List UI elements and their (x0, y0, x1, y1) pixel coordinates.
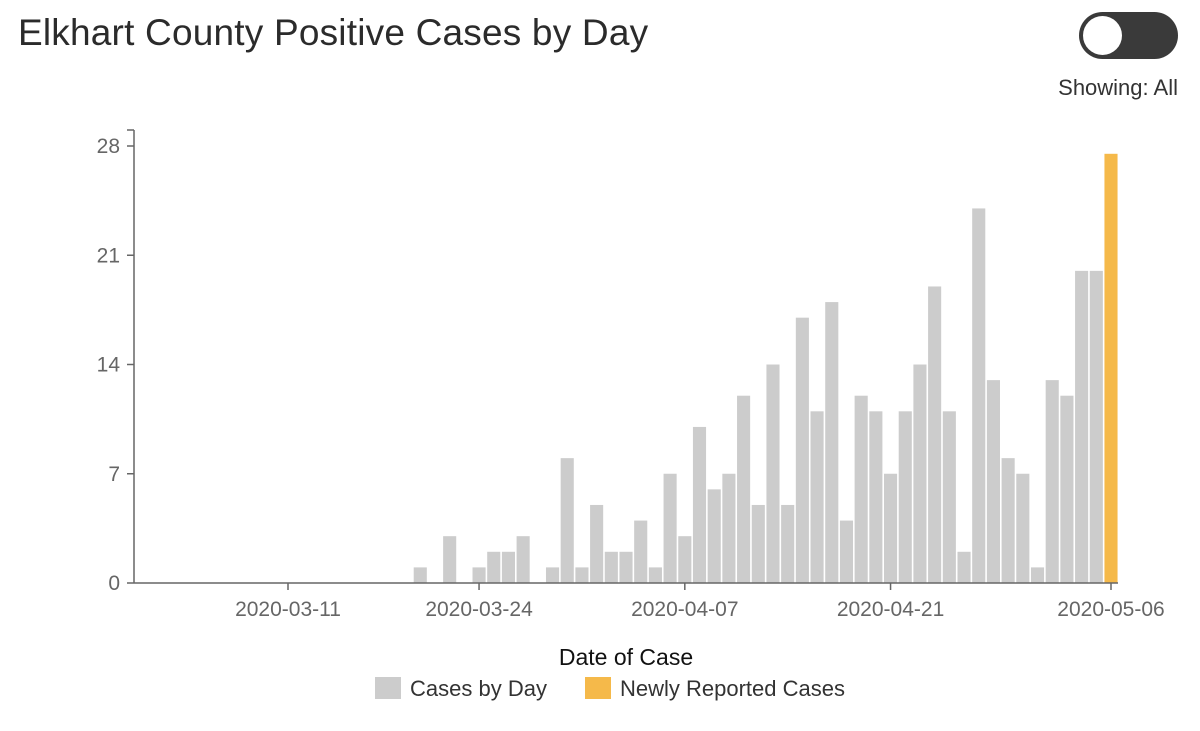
bar-cases-by-day (487, 551, 501, 583)
bar-cases-by-day (678, 536, 692, 583)
y-tick-label: 0 (108, 572, 120, 595)
x-tick-label: 2020-04-07 (631, 598, 738, 621)
bar-cases-by-day (634, 520, 648, 583)
bar-cases-by-day (854, 395, 868, 583)
bar-cases-by-day (928, 286, 942, 583)
bar-cases-by-day (722, 473, 736, 583)
bar-cases-by-day (648, 567, 662, 583)
page-title: Elkhart County Positive Cases by Day (18, 12, 649, 53)
y-tick-label: 14 (97, 354, 121, 377)
bar-cases-by-day (884, 473, 898, 583)
bar-cases-by-day (751, 504, 765, 583)
axes-group: 0 7 14 21 28 2020-03-11 2020-03-24 2020-04-07 20… (97, 129, 1165, 621)
y-tick-label: 7 (108, 463, 120, 486)
bar-cases-by-day (443, 536, 457, 583)
bar-cases-by-day (825, 302, 839, 583)
bar-cases-by-day (619, 551, 633, 583)
bar-cases-by-day (545, 567, 560, 583)
x-tick-label: 2020-05-06 (1057, 598, 1164, 621)
legend-swatch-newly-reported (585, 677, 611, 699)
bars-group (413, 153, 1118, 584)
showing-filter-label: Showing: All (1058, 75, 1178, 100)
bar-cases-by-day (942, 411, 956, 583)
legend: Cases by Day Newly Reported Cases (375, 676, 845, 701)
legend-swatch-cases-by-day (375, 677, 401, 699)
bar-cases-by-day (590, 504, 604, 583)
y-tick-label: 28 (97, 135, 120, 158)
bar-cases-by-day (810, 411, 824, 583)
bar-newly-reported (1104, 153, 1118, 584)
bar-cases-by-day (1060, 395, 1074, 583)
x-tick-label: 2020-03-24 (425, 598, 533, 621)
bar-cases-by-day (913, 364, 927, 583)
bar-cases-by-day (1075, 270, 1089, 583)
bar-cases-by-day (1045, 380, 1059, 583)
bar-cases-by-day (795, 317, 809, 583)
x-tick-label: 2020-03-11 (235, 598, 341, 621)
bar-cases-by-day (413, 567, 427, 583)
bar-cases-by-day (898, 411, 912, 583)
x-axis-title: Date of Case (559, 644, 693, 670)
bar-cases-by-day (781, 504, 795, 583)
bar-cases-by-day (560, 458, 574, 583)
bar-cases-by-day (957, 551, 971, 583)
bar-cases-by-day (1030, 567, 1045, 583)
bar-cases-by-day (472, 567, 486, 583)
bar-cases-by-day (692, 426, 707, 583)
bar-cases-by-day (516, 536, 530, 583)
bar-cases-by-day (1089, 270, 1103, 583)
bar-cases-by-day (839, 520, 854, 583)
bar-cases-by-day (663, 473, 677, 583)
view-toggle-switch[interactable] (1079, 12, 1178, 59)
bar-cases-by-day (1001, 458, 1015, 583)
bar-cases-by-day (737, 395, 751, 583)
bar-cases-by-day (972, 208, 986, 583)
bar-cases-by-day (604, 551, 618, 583)
bar-cases-by-day (986, 380, 1000, 583)
legend-label-newly-reported: Newly Reported Cases (620, 676, 845, 701)
x-tick-label: 2020-04-21 (837, 598, 944, 621)
bar-cases-by-day (575, 567, 589, 583)
bar-cases-by-day (707, 489, 721, 583)
bar-cases-by-day (766, 364, 780, 583)
bar-cases-by-day (1016, 473, 1030, 583)
legend-label-cases-by-day: Cases by Day (410, 676, 547, 701)
toggle-knob (1083, 16, 1122, 55)
y-tick-label: 21 (97, 244, 120, 267)
bar-cases-by-day (869, 411, 883, 583)
bar-cases-by-day (501, 551, 515, 583)
